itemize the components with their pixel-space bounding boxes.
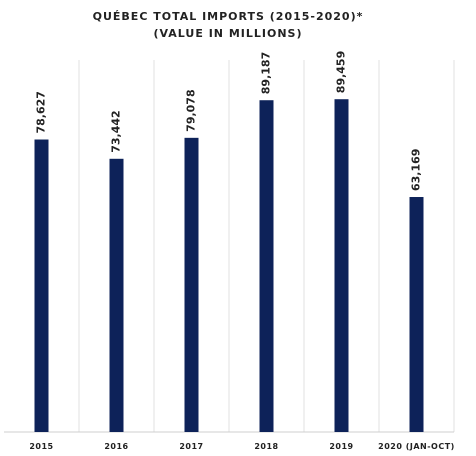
x-tick-label: 2018 [254,442,278,451]
bar [109,158,124,432]
x-tick-label: 2020 (JAN-OCT) [378,442,455,451]
bar [34,139,49,432]
chart-subtitle: (VALUE IN MILLIONS) [154,27,303,40]
value-label: 73,442 [110,110,123,152]
bar [184,137,199,432]
value-label: 78,627 [35,91,48,133]
x-tick-label: 2017 [179,442,203,451]
bar [334,99,349,432]
value-label: 63,169 [410,149,423,191]
chart-title: QUÉBEC TOTAL IMPORTS (2015-2020)* [93,10,364,23]
x-tick-label: 2015 [29,442,53,451]
value-label: 89,187 [260,52,273,94]
bar [259,100,274,432]
bar [409,197,424,432]
x-tick-label: 2019 [329,442,353,451]
value-label: 79,078 [185,89,198,131]
value-label: 89,459 [335,51,348,93]
x-tick-label: 2016 [104,442,128,451]
